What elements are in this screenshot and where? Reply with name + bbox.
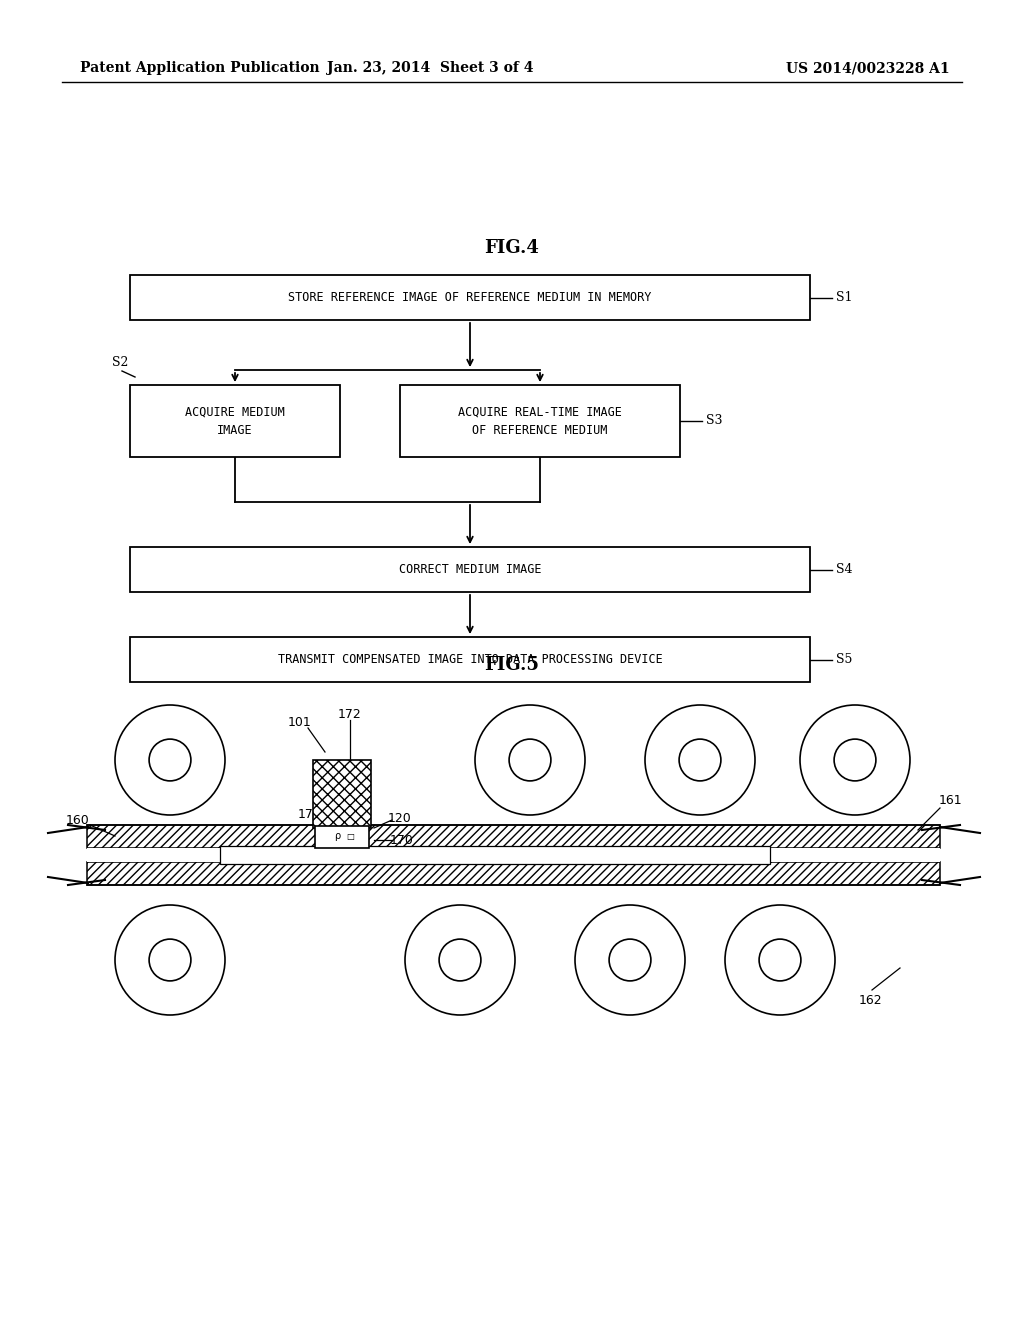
- Text: M: M: [643, 953, 653, 966]
- Text: 120: 120: [388, 812, 412, 825]
- Bar: [315, 826, 369, 847]
- Circle shape: [725, 906, 835, 1015]
- Text: 161: 161: [938, 793, 962, 807]
- Text: ρ: ρ: [334, 832, 340, 841]
- Text: FIG.5: FIG.5: [484, 656, 540, 675]
- Text: S5: S5: [836, 653, 852, 667]
- Circle shape: [475, 705, 585, 814]
- Bar: [87, 847, 940, 862]
- Text: A: A: [556, 851, 564, 865]
- Bar: [87, 862, 940, 884]
- Text: STORE REFERENCE IMAGE OF REFERENCE MEDIUM IN MEMORY: STORE REFERENCE IMAGE OF REFERENCE MEDIU…: [289, 290, 651, 304]
- Text: 172: 172: [338, 709, 361, 722]
- Bar: [400, 385, 680, 457]
- Bar: [130, 275, 810, 319]
- Circle shape: [406, 906, 515, 1015]
- Text: ACQUIRE MEDIUM
IMAGE: ACQUIRE MEDIUM IMAGE: [185, 405, 285, 437]
- Circle shape: [645, 705, 755, 814]
- Circle shape: [115, 906, 225, 1015]
- Bar: [130, 385, 340, 457]
- Text: S1: S1: [836, 290, 853, 304]
- Text: S4: S4: [836, 564, 853, 576]
- Text: 101: 101: [288, 715, 312, 729]
- Bar: [87, 825, 940, 847]
- Text: US 2014/0023228 A1: US 2014/0023228 A1: [786, 61, 950, 75]
- Circle shape: [115, 705, 225, 814]
- Text: Jan. 23, 2014  Sheet 3 of 4: Jan. 23, 2014 Sheet 3 of 4: [327, 61, 534, 75]
- Text: CORRECT MEDIUM IMAGE: CORRECT MEDIUM IMAGE: [398, 564, 542, 576]
- Text: 170: 170: [390, 833, 414, 846]
- Text: 162: 162: [858, 994, 882, 1006]
- Text: FIG.4: FIG.4: [484, 239, 540, 257]
- Text: 160: 160: [67, 813, 90, 826]
- Bar: [313, 760, 371, 828]
- Text: S2: S2: [112, 356, 128, 370]
- Text: Patent Application Publication: Patent Application Publication: [80, 61, 319, 75]
- Bar: [220, 846, 770, 865]
- Text: S3: S3: [706, 414, 723, 428]
- Text: TRANSMIT COMPENSATED IMAGE INTO DATA PROCESSING DEVICE: TRANSMIT COMPENSATED IMAGE INTO DATA PRO…: [278, 653, 663, 667]
- Circle shape: [800, 705, 910, 814]
- Bar: [130, 546, 810, 591]
- Bar: [130, 638, 810, 682]
- Text: ACQUIRE REAL-TIME IMAGE
OF REFERENCE MEDIUM: ACQUIRE REAL-TIME IMAGE OF REFERENCE MED…: [458, 405, 622, 437]
- Circle shape: [575, 906, 685, 1015]
- Text: □: □: [346, 832, 354, 841]
- Text: 171: 171: [298, 808, 322, 821]
